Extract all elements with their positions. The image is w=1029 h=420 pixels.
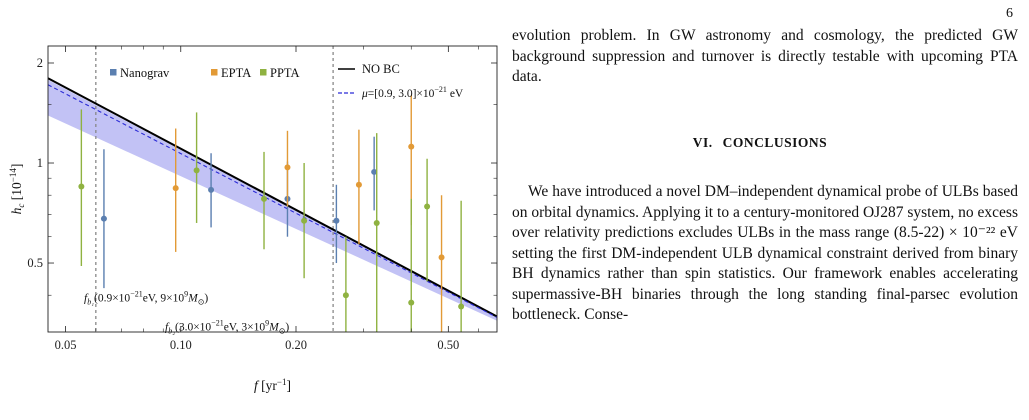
ppta-point bbox=[261, 195, 268, 202]
paragraph-conclusions: We have introduced a novel DM–independen… bbox=[512, 183, 1018, 323]
section-title: CONCLUSIONS bbox=[722, 134, 828, 150]
mu-band bbox=[48, 79, 497, 321]
annotation-fb2: fb₂(3.0×10−21eV, 3×109M⊙) bbox=[165, 319, 289, 336]
nanograv-point bbox=[333, 217, 340, 224]
nobc-line bbox=[48, 77, 497, 318]
epta-point bbox=[284, 164, 291, 171]
epta-point bbox=[355, 181, 362, 188]
section-heading: VI. CONCLUSIONS bbox=[512, 133, 1018, 154]
paragraph-intro: evolution problem. In GW astronomy and c… bbox=[512, 27, 1018, 85]
x-tick-label: 0.20 bbox=[285, 338, 307, 352]
x-tick-label: 0.05 bbox=[55, 338, 77, 352]
x-axis-label: f [yr−1] bbox=[254, 377, 291, 393]
epta-point bbox=[438, 254, 445, 261]
mu-line bbox=[48, 84, 497, 318]
annotation-fb1: fb₁(0.9×10−21eV, 9×109M⊙) bbox=[84, 289, 208, 306]
y-tick-label: 1 bbox=[37, 156, 43, 170]
y-axis-label: hc [10−14] bbox=[8, 164, 26, 215]
section-number: VI. bbox=[692, 134, 713, 150]
epta-point bbox=[408, 143, 415, 150]
ppta-point bbox=[408, 299, 415, 306]
ppta-point bbox=[193, 167, 200, 174]
legend-label-nanograv: Nanograv bbox=[120, 66, 170, 80]
ppta-point bbox=[458, 303, 465, 310]
y-tick-label: 2 bbox=[37, 56, 43, 70]
legend-swatch-ppta bbox=[260, 69, 267, 76]
page-number: 6 bbox=[1006, 6, 1013, 21]
text-column: evolution problem. In GW astronomy and c… bbox=[512, 26, 1018, 326]
x-tick-label: 0.10 bbox=[170, 338, 192, 352]
legend-swatch-epta bbox=[211, 69, 218, 76]
ppta-point bbox=[342, 292, 349, 299]
legend-label-epta: EPTA bbox=[221, 66, 251, 80]
y-tick-label: 0.5 bbox=[27, 256, 43, 270]
x-tick-label: 0.50 bbox=[437, 338, 459, 352]
ppta-point bbox=[301, 217, 308, 224]
legend-label-mu: μ=[0.9, 3.0]×10−21 eV bbox=[361, 85, 464, 100]
ppta-point bbox=[78, 183, 85, 190]
legend-label-nobc: NO BC bbox=[362, 62, 400, 76]
ppta-point bbox=[373, 219, 380, 226]
nanograv-point bbox=[100, 215, 107, 222]
legend-label-ppta: PPTA bbox=[270, 66, 300, 80]
legend-swatch-nanograv bbox=[110, 69, 117, 76]
plot-frame bbox=[47, 45, 498, 333]
epta-point bbox=[172, 185, 179, 192]
nanograv-point bbox=[371, 168, 378, 175]
ppta-point bbox=[424, 203, 431, 210]
nanograv-point bbox=[208, 186, 215, 193]
